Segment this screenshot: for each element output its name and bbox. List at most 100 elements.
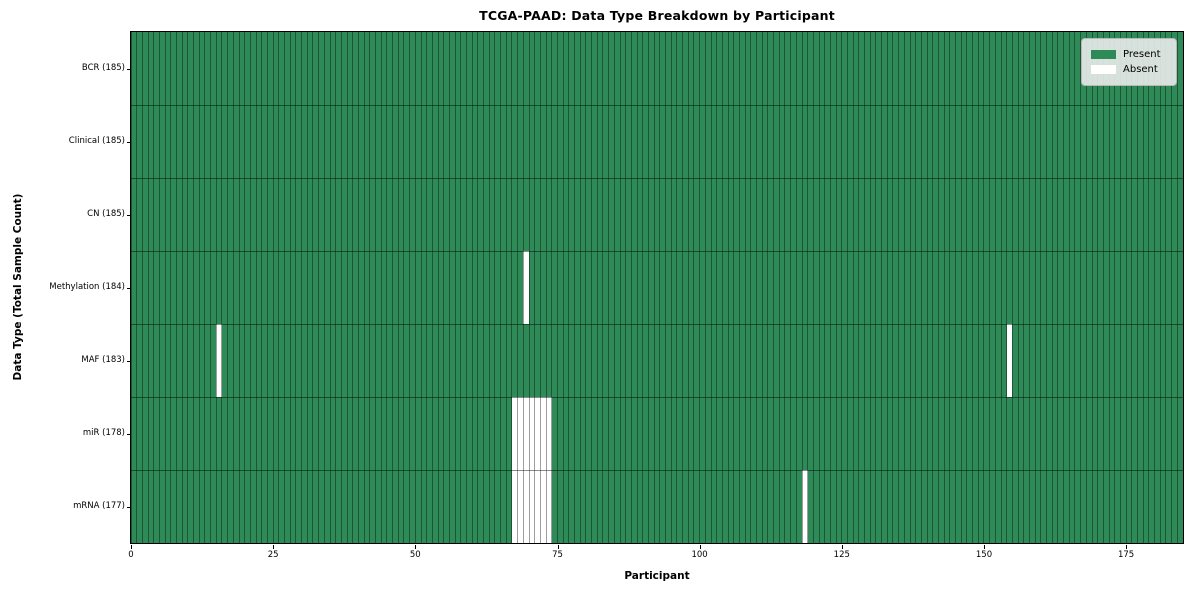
participant-grid-line [767,32,769,543]
participant-grid-line [568,32,570,543]
participant-grid-line [477,32,479,543]
x-tick-mark [557,544,559,549]
y-tick-mark [127,68,131,70]
participant-grid-line [1017,32,1019,543]
x-tick-label-100: 100 [691,550,708,560]
participant-grid-line [380,32,382,543]
x-tick-mark [273,544,275,549]
participant-grid-line [323,32,325,543]
y-tick-label-miR: miR (178) [82,428,125,438]
participant-grid-line [488,32,490,543]
participant-grid-line [1000,32,1002,543]
participant-grid-line [261,32,263,543]
participant-grid-line [204,32,206,543]
participant-grid-line [818,32,820,543]
participant-grid-line [357,32,359,543]
participant-grid-line [926,32,928,543]
participant-grid-line [943,32,945,543]
participant-grid-line [1182,32,1184,543]
participant-grid-line [898,32,900,543]
absent-cell-miR-67 [511,397,518,470]
y-tick-mark [127,360,131,362]
participant-grid-line [972,32,974,543]
y-tick-mark [127,214,131,216]
participant-grid-line [920,32,922,543]
participant-grid-line [750,32,752,543]
participant-grid-line [1023,32,1025,543]
participant-grid-line [466,32,467,543]
participant-grid-line [693,32,695,543]
participant-grid-line [835,32,837,543]
absent-cell-MAF-154 [1006,324,1013,397]
absent-cell-miR-73 [546,397,552,470]
participant-grid-line [608,32,610,543]
participant-grid-line [272,32,274,543]
participant-grid-line [795,32,797,543]
participant-grid-line [249,32,251,543]
legend: Present Absent [1081,38,1177,86]
participant-grid-line [210,32,212,543]
participant-grid-line [244,32,246,543]
participant-grid-line [909,32,911,543]
x-tick-mark [415,544,417,549]
participant-grid-line [1165,32,1167,543]
participant-grid-line [738,32,740,543]
participant-grid-line [483,32,485,543]
row-separator-line [131,469,1183,471]
participant-grid-line [994,32,996,543]
x-tick-label-150: 150 [975,550,993,560]
x-tick-label-75: 75 [552,550,563,560]
participant-grid-line [847,32,848,543]
participant-grid-line [369,32,371,543]
absent-cell-mRNA-70 [529,470,535,543]
participant-grid-line [1068,32,1070,543]
chart-title: TCGA-PAAD: Data Type Breakdown by Partic… [479,8,835,23]
participant-grid-line [375,32,377,543]
participant-grid-line [966,32,968,543]
participant-grid-line [807,32,809,543]
participant-grid-line [335,32,337,543]
participant-grid-line [266,32,268,543]
participant-grid-line [363,32,365,543]
participant-grid-line [289,32,291,543]
participant-grid-line [232,32,234,543]
participant-grid-line [1154,32,1156,543]
participant-grid-line [875,32,877,543]
absent-cell-mRNA-73 [546,470,552,543]
participant-grid-line [636,32,638,543]
participant-grid-line [1108,32,1110,543]
absent-cell-Methylation-69 [523,251,530,324]
participant-grid-line [613,32,615,543]
absent-cell-mRNA-69 [523,470,530,543]
participant-grid-line [653,32,655,543]
participant-grid-line [579,32,581,543]
participant-grid-line [665,32,667,543]
participant-grid-line [426,32,428,543]
participant-grid-line [181,32,183,543]
participant-grid-line [448,32,450,543]
participant-grid-line [858,32,860,543]
participant-grid-line [437,32,439,543]
participant-grid-line [1063,32,1065,543]
participant-grid-line [773,32,775,543]
participant-grid-line [676,32,678,543]
participant-grid-line [352,32,354,543]
participant-grid-line [585,32,587,543]
participant-grid-line [500,32,502,543]
participant-grid-line [864,32,866,543]
participant-grid-line [187,32,189,543]
y-tick-label-MAF: MAF (183) [81,355,125,365]
x-tick-mark [841,544,843,549]
participant-grid-line [790,32,792,543]
y-tick-label-CN: CN (185) [87,209,125,219]
participant-grid-line [460,32,462,543]
participant-grid-line [812,32,814,543]
row-separator-line [131,104,1183,106]
y-tick-mark [127,433,131,435]
participant-grid-line [556,32,558,543]
participant-grid-line [1148,32,1150,543]
participant-grid-line [977,32,979,543]
participant-grid-line [716,32,718,543]
participant-grid-line [164,32,166,543]
participant-grid-line [420,32,422,543]
